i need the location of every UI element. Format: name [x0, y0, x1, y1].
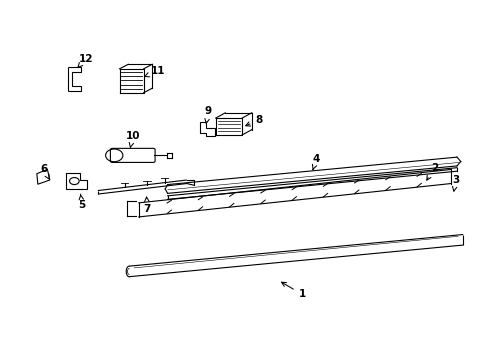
Text: 9: 9	[204, 107, 212, 123]
Text: 3: 3	[451, 175, 459, 191]
Text: 10: 10	[125, 131, 140, 147]
Text: 7: 7	[143, 197, 151, 214]
Text: 12: 12	[78, 54, 93, 67]
Text: 8: 8	[245, 115, 262, 126]
Text: 4: 4	[312, 154, 320, 170]
Text: 5: 5	[78, 194, 85, 210]
Text: 2: 2	[426, 163, 437, 180]
Text: 6: 6	[40, 165, 49, 180]
Text: 11: 11	[144, 66, 165, 77]
Text: 1: 1	[281, 282, 305, 299]
